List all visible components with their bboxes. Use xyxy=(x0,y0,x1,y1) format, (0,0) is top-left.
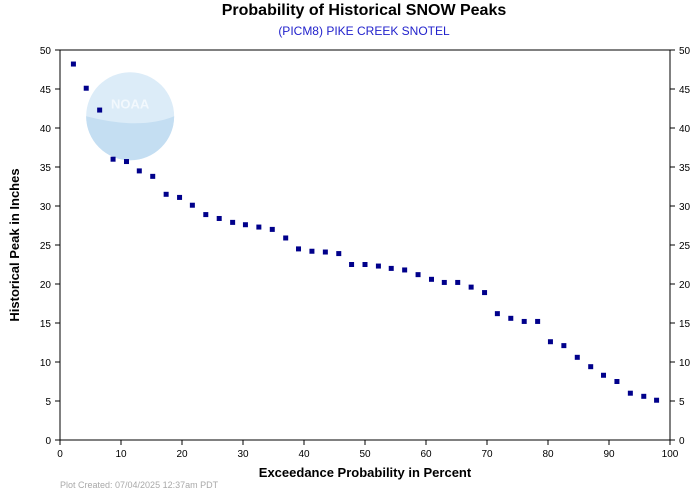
data-point xyxy=(654,397,660,403)
data-point xyxy=(309,248,315,254)
y-tick-label-right: 25 xyxy=(679,241,691,252)
data-point xyxy=(189,202,195,208)
data-point xyxy=(482,290,488,296)
data-point xyxy=(402,267,408,273)
data-point xyxy=(216,215,222,221)
x-axis-label: Exceedance Probability in Percent xyxy=(259,465,472,480)
data-point xyxy=(521,318,527,324)
y-tick-label-left: 0 xyxy=(45,436,51,447)
y-tick-label-right: 45 xyxy=(679,85,691,96)
data-point xyxy=(70,61,76,67)
data-point xyxy=(641,393,647,399)
y-tick-label-right: 5 xyxy=(679,397,685,408)
x-tick-label: 50 xyxy=(359,449,371,460)
noaa-logo-wave xyxy=(86,116,175,161)
y-tick-label-left: 30 xyxy=(40,202,52,213)
data-point xyxy=(601,372,607,378)
data-point xyxy=(588,364,594,370)
y-tick-label-right: 20 xyxy=(679,280,691,291)
data-point xyxy=(627,390,633,396)
x-tick-label: 20 xyxy=(176,449,188,460)
data-point xyxy=(110,156,116,162)
data-point xyxy=(614,379,620,384)
y-tick-label-left: 15 xyxy=(40,319,52,330)
y-tick-label-right: 50 xyxy=(679,46,691,57)
data-point xyxy=(97,107,103,113)
data-point xyxy=(150,173,156,179)
data-point xyxy=(455,279,461,285)
data-point xyxy=(574,354,580,360)
y-tick-label-left: 20 xyxy=(40,280,52,291)
data-point xyxy=(388,265,394,271)
plot-area-frame xyxy=(59,49,671,441)
x-tick-label: 90 xyxy=(603,449,615,460)
x-tick-label: 60 xyxy=(420,449,432,460)
y-tick-label-left: 45 xyxy=(40,85,52,96)
y-tick-label-left: 10 xyxy=(40,358,52,369)
data-point xyxy=(428,276,434,282)
data-point xyxy=(336,251,342,257)
data-point xyxy=(375,263,381,269)
x-tick-label: 80 xyxy=(542,449,554,460)
data-point xyxy=(415,272,421,278)
x-tick-label: 30 xyxy=(237,449,249,460)
data-point xyxy=(203,212,209,218)
y-tick-label-left: 40 xyxy=(40,124,52,135)
data-point xyxy=(177,194,183,200)
x-tick-label: 70 xyxy=(481,449,493,460)
data-point xyxy=(547,339,553,345)
data-point xyxy=(494,311,500,317)
y-tick-label-right: 0 xyxy=(679,436,685,447)
y-tick-label-right: 15 xyxy=(679,319,691,330)
plot-created-note: Plot Created: 07/04/2025 12:37am PDT xyxy=(60,480,219,490)
chart-subtitle: (PICM8) PIKE CREEK SNOTEL xyxy=(278,24,450,38)
data-point xyxy=(123,159,129,165)
data-point xyxy=(83,85,89,91)
data-point xyxy=(535,318,541,324)
data-point xyxy=(163,191,169,197)
y-tick-label-left: 25 xyxy=(40,241,52,252)
x-tick-label: 100 xyxy=(662,449,679,460)
data-points xyxy=(70,61,660,403)
y-tick-label-left: 35 xyxy=(40,163,52,174)
data-point xyxy=(256,224,262,230)
data-point xyxy=(136,168,142,174)
y-tick-label-left: 50 xyxy=(40,46,52,57)
x-axis: 0 10 20 30 40 50 60 70 80 90 100 xyxy=(57,440,679,460)
y-axis-right: 0 5 10 15 20 25 30 35 40 45 50 xyxy=(670,46,691,447)
data-point xyxy=(283,235,289,241)
noaa-logo-text: NOAA xyxy=(111,96,150,111)
x-tick-label: 40 xyxy=(298,449,310,460)
data-point xyxy=(362,262,368,267)
data-point xyxy=(269,226,275,232)
data-point xyxy=(322,249,328,255)
y-axis-label: Historical Peak in Inches xyxy=(7,168,22,321)
noaa-logo-watermark: NOAA xyxy=(86,72,175,161)
x-tick-label: 10 xyxy=(115,449,127,460)
y-tick-label-left: 5 xyxy=(45,397,51,408)
y-tick-label-right: 30 xyxy=(679,202,691,213)
data-point xyxy=(296,246,302,252)
data-point xyxy=(441,279,447,285)
data-point xyxy=(468,284,474,290)
data-point xyxy=(242,222,248,228)
y-axis-left: 0 5 10 15 20 25 30 35 40 45 50 xyxy=(40,46,60,447)
chart-title: Probability of Historical SNOW Peaks xyxy=(221,2,507,19)
data-point xyxy=(230,219,236,225)
data-point xyxy=(561,343,567,349)
data-point xyxy=(508,315,514,321)
y-tick-label-right: 10 xyxy=(679,358,691,369)
data-point xyxy=(349,262,355,267)
x-tick-label: 0 xyxy=(57,449,63,460)
y-tick-label-right: 40 xyxy=(679,124,691,135)
y-tick-label-right: 35 xyxy=(679,163,691,174)
